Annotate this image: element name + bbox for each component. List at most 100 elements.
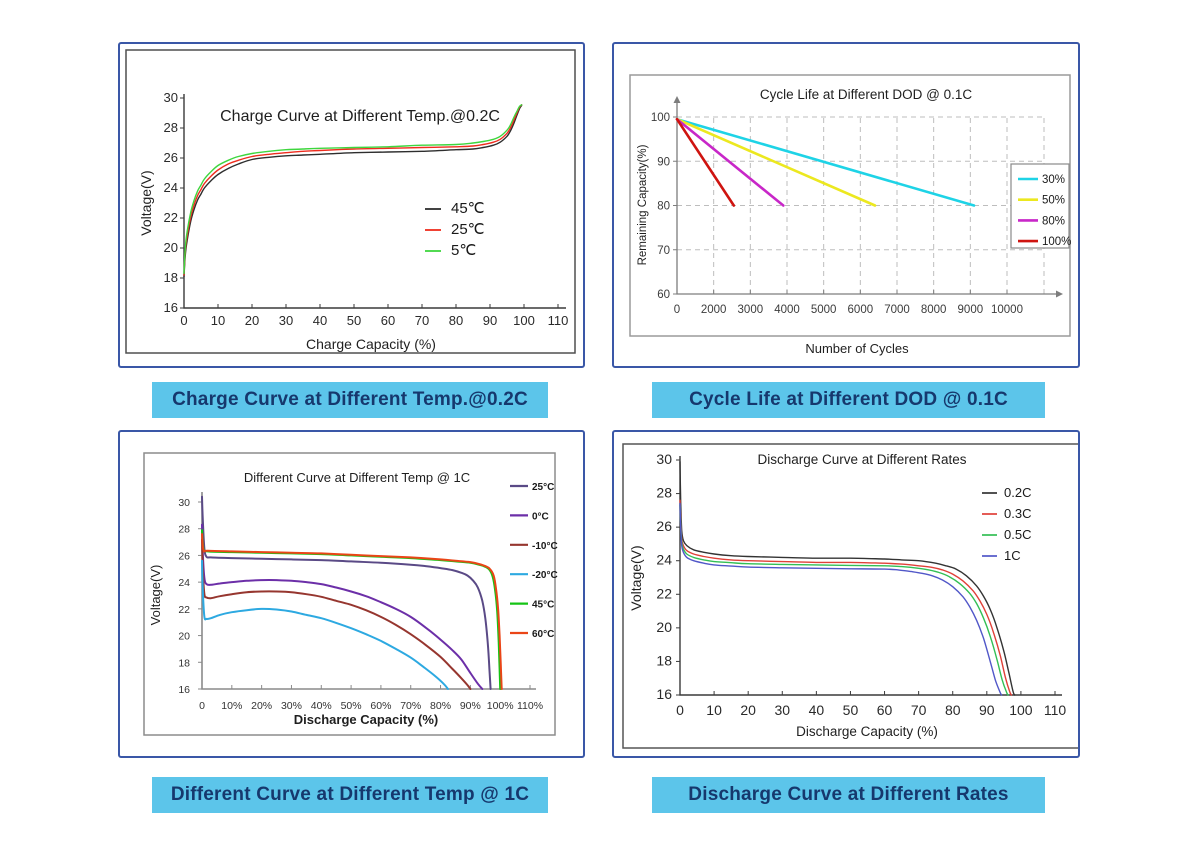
x-tick-label: 10% — [221, 700, 242, 712]
y-tick-label: 22 — [178, 604, 190, 616]
y-axis-label: Voltage(V) — [138, 170, 154, 235]
x-tick-label: 80% — [430, 700, 451, 712]
series-line-60°C — [201, 533, 503, 690]
y-axis-label: Remaining Capacity(%) — [637, 144, 649, 265]
x-tick-label: 100 — [1009, 702, 1033, 718]
x-axis-label: Discharge Capacity (%) — [796, 724, 938, 739]
legend-label: 45℃ — [451, 200, 485, 217]
x-tick-label: 0 — [676, 702, 684, 718]
y-tick-label: 22 — [164, 210, 178, 225]
x-tick-label: 3000 — [738, 304, 764, 316]
x-tick-label: 40 — [313, 313, 327, 328]
discharge-curve-temp-chart: 0 10% 20% 30% 40% 50% 60% 70% 80% 90% 100% 110% 16 18… — [143, 452, 558, 736]
x-tick-label: 100% — [487, 700, 514, 712]
x-tick-label: 20% — [251, 700, 272, 712]
series-line-25°C — [201, 495, 492, 690]
series-line-45℃ — [183, 104, 523, 278]
panel-charge-curve-temp: 0 10 20 30 40 50 60 70 80 90 100 110 16 18 20 22 24 26 28 3… — [118, 42, 585, 368]
y-tick-label: 22 — [656, 585, 672, 601]
y-tick-label: 26 — [164, 150, 178, 165]
x-tick-label: 110% — [517, 700, 543, 712]
x-tick-label: 30 — [774, 702, 790, 718]
x-tick-label: 110 — [548, 313, 569, 328]
panel-discharge-curve-temp: 0 10% 20% 30% 40% 50% 60% 70% 80% 90% 100% 110% 16 18… — [118, 430, 585, 758]
legend-label: -20°C — [532, 570, 558, 581]
series-line-5℃ — [183, 104, 523, 275]
panel-cycle-life-dod: 0 2000 3000 4000 5000 6000 7000 8000 9000 10000 60… — [612, 42, 1080, 368]
y-tick-label: 30 — [656, 451, 672, 467]
x-tick-label: 20 — [740, 702, 756, 718]
x-tick-label: 60 — [877, 702, 893, 718]
series-line--20°C — [201, 559, 449, 690]
x-tick-label: 0 — [199, 700, 205, 712]
legend-label: 25℃ — [451, 221, 485, 238]
x-axis-label: Charge Capacity (%) — [306, 336, 436, 352]
x-tick-label: 8000 — [921, 304, 947, 316]
x-axis-arrow-icon — [1056, 290, 1063, 298]
x-tick-label: 9000 — [958, 304, 984, 316]
legend-label: 45°C — [532, 600, 554, 611]
series-line-80% — [675, 117, 785, 207]
x-tick-label: 0 — [674, 304, 680, 316]
y-tick-label: 20 — [656, 619, 672, 635]
x-tick-label: 30% — [281, 700, 302, 712]
chart-frame — [622, 443, 1078, 749]
chart-frame — [629, 74, 1071, 337]
y-tick-label: 18 — [656, 652, 672, 668]
x-tick-label: 6000 — [848, 304, 874, 316]
y-tick-label: 20 — [164, 240, 178, 255]
x-tick-label: 10 — [706, 702, 722, 718]
x-tick-label: 110 — [1044, 702, 1067, 718]
y-tick-label: 90 — [657, 156, 670, 168]
legend-label: 80% — [1042, 215, 1065, 227]
x-tick-label: 80 — [945, 702, 961, 718]
y-axis-arrow-icon — [673, 96, 681, 103]
legend-label: 1C — [1004, 548, 1021, 563]
x-tick-label: 70% — [400, 700, 421, 712]
legend-label: 0.5C — [1004, 527, 1031, 542]
y-tick-label: 20 — [178, 631, 190, 643]
x-tick-label: 60 — [381, 313, 395, 328]
chart-title: Discharge Curve at Different Rates — [757, 452, 966, 467]
x-tick-label: 10000 — [991, 304, 1023, 316]
x-tick-label: 90 — [483, 313, 497, 328]
x-tick-label: 90% — [460, 700, 481, 712]
y-tick-label: 30 — [178, 497, 190, 509]
y-axis-label: Voltage(V) — [628, 545, 644, 610]
x-tick-label: 70 — [911, 702, 927, 718]
series-line-1C — [679, 502, 1003, 696]
axes — [183, 94, 566, 309]
y-tick-label: 28 — [656, 485, 672, 501]
y-tick-label: 16 — [656, 686, 672, 702]
axes — [676, 102, 1057, 295]
series-line-0°C — [201, 523, 484, 690]
axes — [201, 492, 536, 690]
discharge-curve-rates-chart: 0 10 20 30 40 50 60 70 80 90 100 110 16 18 20 22 24 26 28 3… — [622, 443, 1078, 749]
x-tick-label: 10 — [211, 313, 225, 328]
charge-curve-temp-chart: 0 10 20 30 40 50 60 70 80 90 100 110 16 18 20 22 24 26 28 3… — [125, 49, 576, 354]
legend-label: 0.2C — [1004, 485, 1031, 500]
chart-frame — [125, 49, 576, 354]
panel-discharge-curve-rates: 0 10 20 30 40 50 60 70 80 90 100 110 16 18 20 22 24 26 28 3… — [612, 430, 1080, 758]
x-axis-label: Number of Cycles — [805, 341, 909, 356]
x-tick-label: 20 — [245, 313, 259, 328]
y-tick-label: 18 — [178, 657, 190, 669]
series-line-0.2C — [679, 461, 1016, 696]
y-tick-label: 24 — [164, 180, 178, 195]
y-tick-label: 16 — [164, 300, 178, 315]
x-tick-label: 5000 — [811, 304, 837, 316]
series-line-100% — [675, 117, 736, 207]
x-tick-label: 4000 — [774, 304, 800, 316]
x-tick-label: 50 — [843, 702, 859, 718]
y-tick-label: 70 — [657, 245, 670, 257]
series-line-30% — [675, 117, 976, 207]
legend-label: 0°C — [532, 511, 549, 522]
chart-title: Different Curve at Different Temp @ 1C — [244, 470, 470, 485]
cycle-life-dod-chart: 0 2000 3000 4000 5000 6000 7000 8000 9000 10000 60… — [629, 74, 1071, 356]
y-tick-label: 30 — [164, 90, 178, 105]
legend-label: 50% — [1042, 195, 1065, 207]
y-axis-label: Voltage(V) — [148, 565, 163, 626]
y-tick-label: 24 — [178, 577, 190, 589]
legend-label: 0.3C — [1004, 506, 1031, 521]
chart-title: Cycle Life at Different DOD @ 0.1C — [760, 87, 973, 102]
